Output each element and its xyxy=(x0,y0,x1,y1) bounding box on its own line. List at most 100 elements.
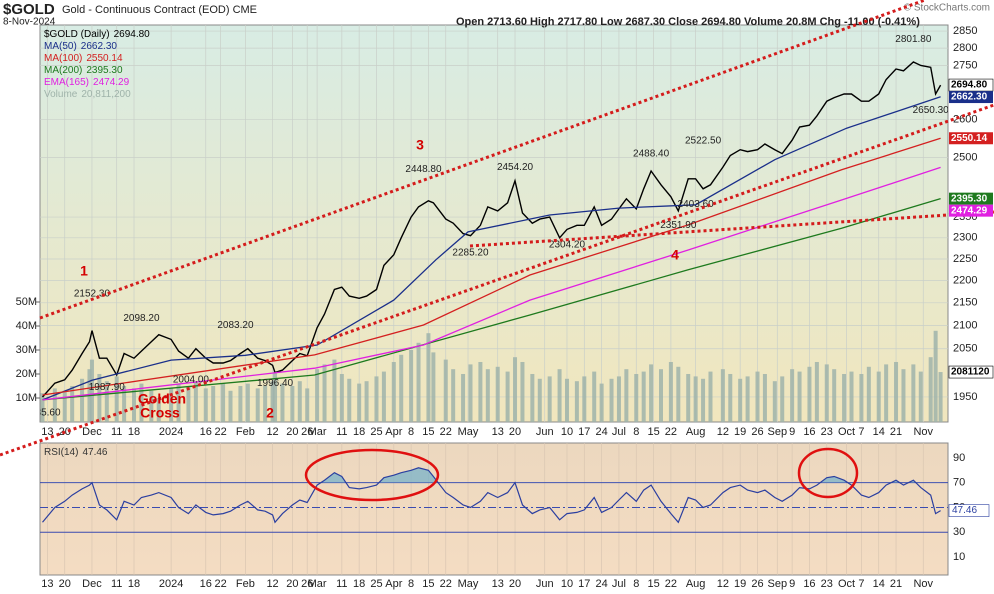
legend-entry: $GOLD (Daily) 2694.80 xyxy=(44,29,150,40)
x-tick-label: Apr xyxy=(385,578,402,590)
value-tag-label: 47.46 xyxy=(952,505,977,516)
volume-bar xyxy=(814,361,819,422)
volume-bar xyxy=(745,376,750,422)
rsi-tick-label: 10 xyxy=(953,551,965,563)
x-tick-label: Jun xyxy=(536,426,554,438)
legend-name: $GOLD (Daily) xyxy=(44,29,110,40)
value-tag xyxy=(949,132,993,145)
volume-bar xyxy=(859,373,864,422)
x-tick-label: 19 xyxy=(734,426,746,438)
volume-bar xyxy=(70,385,75,422)
volume-bar xyxy=(409,349,414,422)
x-tick-label: 26 xyxy=(751,578,763,590)
volume-bar xyxy=(824,364,829,422)
volume-bar xyxy=(186,385,191,422)
volume-bar xyxy=(537,378,542,422)
x-tick-label: Aug xyxy=(686,426,706,438)
value-tag xyxy=(948,504,990,517)
price-plot: 1935.60 2152.30 1987.90 2098.20 2004.00 2083.… xyxy=(40,25,948,422)
x-tick-label: 25 xyxy=(370,426,382,438)
rsi-tick-label: 90 xyxy=(953,452,965,464)
price-annotation: 1996.40 xyxy=(257,378,294,389)
volume-bar xyxy=(485,369,490,422)
rsi-plot xyxy=(40,443,948,575)
x-tick-label: 8 xyxy=(408,426,414,438)
x-tick-label: 11 xyxy=(111,426,122,438)
trendline xyxy=(39,0,926,320)
volume-bar xyxy=(634,373,639,422)
value-tag xyxy=(949,91,993,104)
volume-bar xyxy=(557,369,562,422)
x-tick-label: Feb xyxy=(236,578,255,590)
x-tick-label: 13 xyxy=(492,578,504,590)
x-tick-label: Feb xyxy=(236,426,255,438)
volume-bar xyxy=(305,388,310,422)
x-tick-label: 23 xyxy=(821,578,833,590)
x-tick-label: 15 xyxy=(647,426,659,438)
rsi-tick-label: 70 xyxy=(953,477,965,489)
legend-value: 2395.30 xyxy=(86,65,123,76)
x-tick-label: 2024 xyxy=(159,578,183,590)
value-tag-label: 2694.80 xyxy=(951,80,988,91)
x-tick-label: 16 xyxy=(200,426,212,438)
volume-bar xyxy=(911,364,916,422)
price-annotation: 2083.20 xyxy=(217,320,254,331)
watermark: © StockCharts.com xyxy=(904,3,990,14)
volume-bar xyxy=(451,369,456,422)
volume-bar xyxy=(297,381,302,422)
x-tick-label: 26 xyxy=(301,578,313,590)
price-annotation: 2285.20 xyxy=(452,248,489,259)
y-tick-label: 2850 xyxy=(953,25,977,37)
legend-name: MA(200) xyxy=(44,65,82,76)
x-tick-label: 2024 xyxy=(159,426,183,438)
volume-bar xyxy=(807,366,812,422)
volume-bar xyxy=(547,376,552,422)
x-tick-label: 22 xyxy=(214,426,226,438)
volume-bar xyxy=(894,361,899,422)
x-tick-label: 14 xyxy=(873,578,885,590)
volume-bar xyxy=(364,381,369,422)
volume-bar xyxy=(790,369,795,422)
x-tick-label: 23 xyxy=(821,426,833,438)
x-tick-label: 13 xyxy=(41,426,53,438)
x-tick-label: 21 xyxy=(890,426,902,438)
price-annotation: 2522.50 xyxy=(685,135,722,146)
x-tick-label: Mar xyxy=(308,578,327,590)
x-tick-label: Jun xyxy=(536,578,554,590)
golden-cross-label: Golden xyxy=(138,391,186,407)
rsi-title: RSI(14) xyxy=(44,447,78,458)
symbol: $GOLD xyxy=(3,1,55,18)
value-tag xyxy=(949,204,993,217)
x-tick-label: 9 xyxy=(789,426,795,438)
price-annotation: 2098.20 xyxy=(123,313,160,324)
volume-bar xyxy=(938,372,943,422)
x-tick-label: Apr xyxy=(385,426,402,438)
volume-bar xyxy=(270,381,275,422)
volume-bar xyxy=(574,381,579,422)
x-tick-label: 11 xyxy=(336,578,347,590)
price-annotation: 2152.30 xyxy=(74,288,111,299)
y2-tick-label: 30M xyxy=(16,344,37,356)
y2-tick-label: 40M xyxy=(16,320,37,332)
volume-bar xyxy=(478,361,483,422)
volume-bar xyxy=(347,378,352,422)
volume-bar xyxy=(755,371,760,422)
x-tick-label: 19 xyxy=(734,578,746,590)
price-annotation: 2801.80 xyxy=(895,34,932,45)
x-tick-label: 14 xyxy=(873,426,885,438)
volume-bar xyxy=(701,378,706,422)
x-tick-label: 17 xyxy=(578,578,590,590)
volume-bar xyxy=(762,373,767,422)
legend-name: Volume xyxy=(44,89,78,100)
volume-bar xyxy=(866,366,871,422)
volume-bar xyxy=(228,390,233,422)
x-tick-label: 8 xyxy=(633,578,639,590)
price-annotation: 2351.90 xyxy=(660,220,697,231)
x-tick-label: 13 xyxy=(41,578,53,590)
wave-label: 1 xyxy=(80,263,88,279)
y-tick-label: 2300 xyxy=(953,232,977,244)
volume-bar xyxy=(149,390,154,422)
x-tick-label: 26 xyxy=(301,426,313,438)
price-panel xyxy=(39,24,949,423)
